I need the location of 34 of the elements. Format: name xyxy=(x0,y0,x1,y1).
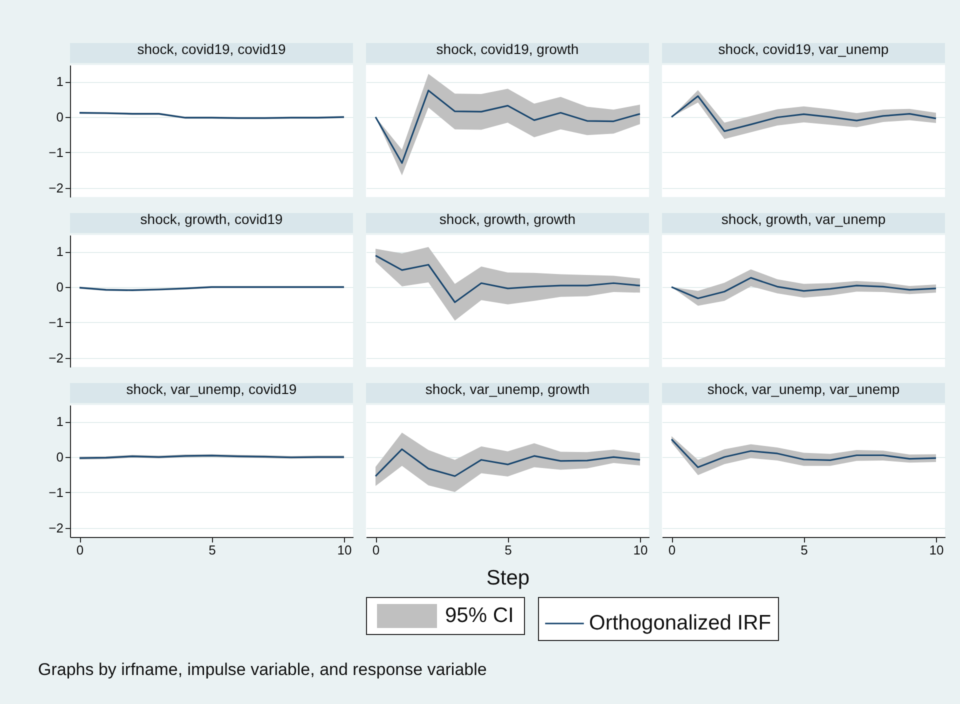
chart-title: shock, covid19, covid19 xyxy=(137,41,286,57)
x-axis-title: Step xyxy=(486,566,530,590)
text: Graphs by irfname, impulse variable, and response variable xyxy=(38,660,487,680)
x-tick-label: 5 xyxy=(208,542,216,558)
y-tick-label: −2 xyxy=(48,180,64,196)
chart-title: shock, covid19, var_unemp xyxy=(718,41,889,57)
y-tick-label: −1 xyxy=(48,144,64,160)
chart-title: shock, covid19, growth xyxy=(436,41,579,57)
legend-entry: 95% CI xyxy=(366,597,525,635)
y-tick-label: −1 xyxy=(48,484,64,500)
x-tick-label: 5 xyxy=(800,542,808,558)
x-tick-label: 0 xyxy=(76,542,84,558)
x-tick-label: 0 xyxy=(372,542,380,558)
chart-title: shock, growth, growth xyxy=(439,211,576,227)
legend-label: Orthogonalized IRF xyxy=(589,612,772,634)
y-tick-label: −2 xyxy=(48,350,64,366)
y-tick-label: 0 xyxy=(56,450,64,465)
y-tick-label: 0 xyxy=(56,280,64,295)
x-tick-label: 5 xyxy=(504,542,512,558)
chart-title: shock, var_unemp, growth xyxy=(425,381,590,397)
chart-title: shock, growth, covid19 xyxy=(140,211,283,227)
y-tick-label: 1 xyxy=(56,414,64,430)
chart-title: shock, var_unemp, covid19 xyxy=(126,381,297,397)
x-tick-label: 10 xyxy=(633,542,648,558)
x-tick-label: 0 xyxy=(668,542,676,558)
x-tick-label: 10 xyxy=(337,542,352,558)
chart-title: shock, var_unemp, var_unemp xyxy=(707,381,900,397)
chart-title: shock, growth, var_unemp xyxy=(721,211,886,227)
y-tick-label: 1 xyxy=(56,74,64,90)
y-tick-label: 0 xyxy=(56,110,64,125)
y-tick-label: −2 xyxy=(48,520,64,536)
x-tick-label: 10 xyxy=(929,542,944,558)
y-tick-label: −1 xyxy=(48,314,64,330)
y-tick-label: 1 xyxy=(56,244,64,260)
